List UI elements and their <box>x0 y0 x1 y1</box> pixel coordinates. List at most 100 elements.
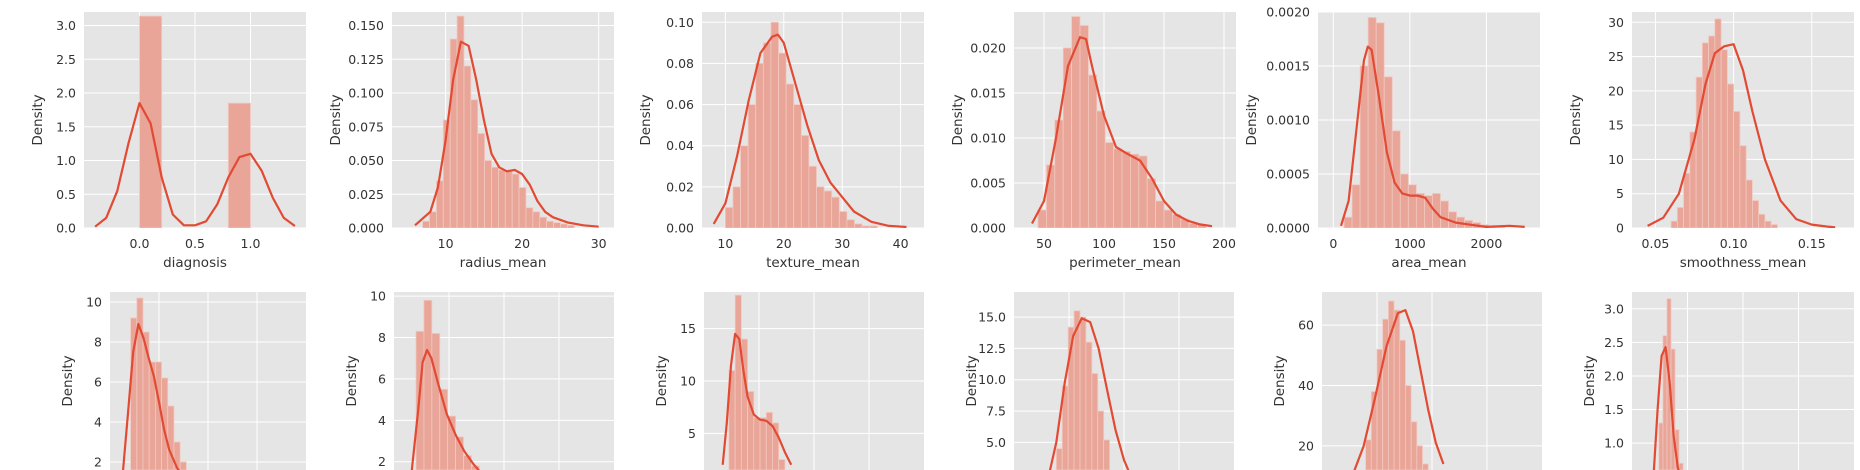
histogram-bar <box>724 207 734 228</box>
y-tick-label: 10 <box>1608 152 1624 167</box>
kde-line <box>1048 317 1130 470</box>
y-tick-label: 0.010 <box>970 131 1006 146</box>
histogram-bar <box>1678 462 1684 470</box>
y-tick-label: 0.000 <box>970 221 1006 236</box>
histogram-bar <box>518 187 527 228</box>
x-tick-label: 0.10 <box>1720 236 1748 251</box>
histogram-bar <box>869 225 878 228</box>
histogram-bar <box>1163 209 1173 228</box>
x-axis-label: smoothness_mean <box>1680 255 1807 271</box>
x-tick-label: 0.5 <box>185 236 205 251</box>
histogram-bar <box>1764 220 1772 228</box>
histogram-bar <box>477 133 486 228</box>
x-tick-label: 10 <box>438 236 454 251</box>
y-tick-label: 1.5 <box>56 119 76 134</box>
histogram-bar <box>1097 410 1105 470</box>
y-tick-label: 10 <box>370 289 386 304</box>
kde-line <box>712 33 907 228</box>
x-tick-label: 0.0 <box>130 236 150 251</box>
y-tick-label: 0.0015 <box>1266 59 1310 74</box>
x-tick-label: 0.15 <box>1798 236 1826 251</box>
y-tick-label: 0.0005 <box>1266 167 1310 182</box>
y-tick-label: 0.005 <box>970 176 1006 191</box>
y-tick-label: 4 <box>94 415 102 430</box>
subplot-12: 1.0 1.5 2.0 2.5 3.0 Density <box>1582 292 1854 470</box>
y-tick-label: 0.150 <box>348 18 384 33</box>
histogram-bar <box>1079 316 1087 470</box>
y-tick-label: 0.06 <box>666 97 694 112</box>
y-tick-label: 3.0 <box>1604 301 1624 316</box>
x-tick-label: 20 <box>514 236 530 251</box>
histogram-bar <box>762 42 772 228</box>
kde-line <box>410 348 480 470</box>
y-tick-label: 0.0000 <box>1266 221 1310 236</box>
y-tick-label: 8 <box>378 330 386 345</box>
y-tick-label: 0.015 <box>970 86 1006 101</box>
y-tick-label: 7.5 <box>986 404 1006 419</box>
subplot-7: 2 4 6 8 10 Density <box>60 292 306 470</box>
y-axis-label: Density <box>1272 355 1288 406</box>
histogram-bars <box>422 15 575 228</box>
histogram-bar <box>173 441 181 470</box>
x-tick-label: 0 <box>1329 236 1337 251</box>
y-tick-label: 5 <box>688 426 696 441</box>
histogram-bar <box>1079 25 1089 228</box>
histogram-bar <box>759 417 767 470</box>
histogram-bar <box>753 417 761 470</box>
y-axis-label: Density <box>950 94 966 145</box>
histogram-bar <box>484 160 492 228</box>
y-tick-label: 0.075 <box>348 119 384 134</box>
histogram-bar <box>423 299 433 470</box>
y-tick-label: 1.5 <box>1604 402 1624 417</box>
histogram-bars <box>1055 310 1111 470</box>
histogram-bar <box>1383 76 1393 228</box>
kde-line <box>414 40 599 228</box>
y-axis-label: Density <box>654 355 670 406</box>
x-tick-label: 100 <box>1092 236 1116 251</box>
histogram-bar <box>1758 213 1766 228</box>
histogram-bar <box>1085 341 1093 470</box>
histogram-bar <box>179 461 187 470</box>
y-tick-label: 10 <box>680 374 696 389</box>
subplot-11: 20 40 60 Density <box>1272 292 1542 470</box>
y-tick-label: 1.0 <box>56 153 76 168</box>
histogram-bar <box>1424 195 1433 228</box>
x-tick-label: 0.05 <box>1642 236 1670 251</box>
histogram-bar <box>800 135 810 228</box>
histogram-bar <box>732 186 741 228</box>
histogram-bars <box>1670 18 1778 228</box>
histogram-bar <box>167 405 175 470</box>
histogram-bar <box>778 52 787 228</box>
histogram-bar <box>1416 445 1423 470</box>
y-tick-label: 0.125 <box>348 52 384 67</box>
y-tick-label: 2.5 <box>1604 335 1624 350</box>
y-tick-label: 0.02 <box>666 179 694 194</box>
x-tick-label: 50 <box>1036 236 1052 251</box>
histogram-bar <box>539 216 548 228</box>
histogram-bar <box>532 211 541 228</box>
histogram-bar <box>1091 373 1099 470</box>
x-tick-label: 20 <box>776 236 792 251</box>
histogram-bar <box>566 224 575 228</box>
histogram-bar <box>816 186 825 228</box>
histogram-bar <box>553 222 561 228</box>
y-tick-label: 0.050 <box>348 153 384 168</box>
y-tick-label: 6 <box>94 375 102 390</box>
x-tick-label: 1.0 <box>241 236 261 251</box>
x-axis-label: perimeter_mean <box>1069 255 1181 271</box>
y-tick-label: 0.100 <box>348 86 384 101</box>
y-axis-label: Density <box>328 94 344 145</box>
histogram-bar <box>455 436 464 470</box>
y-tick-label: 20 <box>1298 438 1314 453</box>
histogram-bar <box>546 220 554 228</box>
x-tick-label: 200 <box>1212 236 1236 251</box>
y-tick-label: 20 <box>1608 83 1624 98</box>
histogram-bar <box>1739 145 1747 228</box>
histogram-bar <box>846 219 855 228</box>
histogram-bar <box>470 99 479 228</box>
histogram-bar <box>1751 200 1760 228</box>
y-axis-label: Density <box>1568 94 1584 145</box>
histogram-bar <box>525 207 534 228</box>
y-tick-label: 2.0 <box>56 86 76 101</box>
